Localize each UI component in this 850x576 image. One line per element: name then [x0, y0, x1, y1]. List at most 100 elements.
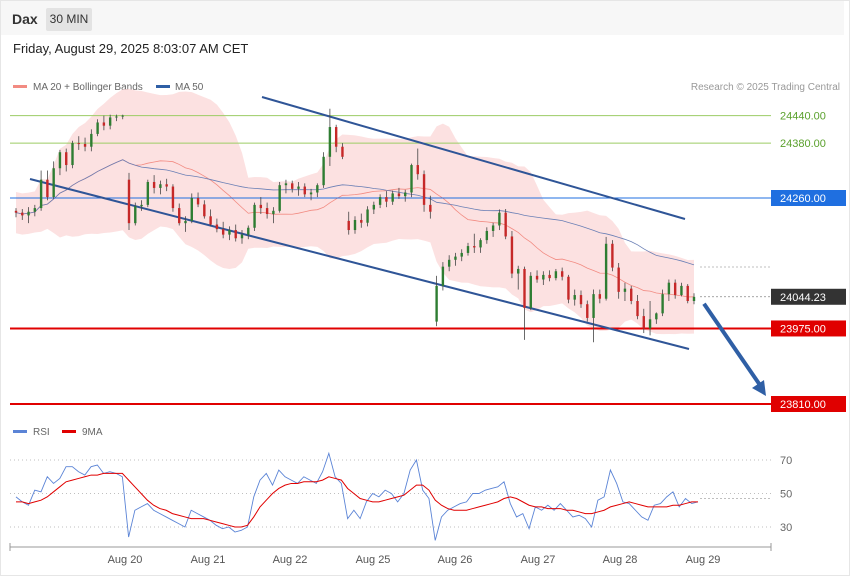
legend-swatch-ma50: [156, 85, 170, 88]
candle-body: [372, 204, 376, 210]
level-tag-4: [771, 320, 846, 337]
candle-body: [152, 181, 156, 188]
level-label-5: 23810.00: [780, 399, 826, 411]
x-tick-label: Aug 28: [603, 554, 638, 566]
datetime-label: Friday, August 29, 2025 8:03:07 AM CET: [13, 41, 249, 56]
candle-body: [604, 243, 608, 299]
rsi-tick-70: 70: [780, 455, 792, 467]
rsi-line: [15, 451, 699, 541]
candle-body: [347, 220, 350, 231]
candle-body: [586, 304, 589, 318]
candle-body: [510, 236, 514, 274]
candle-body: [90, 133, 93, 147]
candle-body: [617, 267, 620, 292]
x-tick-label: Aug 25: [356, 554, 391, 566]
projection-arrow-head: [752, 380, 766, 396]
level-tag-5: [771, 396, 846, 412]
rsi-9ma-line: [16, 472, 698, 528]
candle-body: [391, 193, 394, 202]
candle-body: [397, 193, 401, 197]
level-label-0: 24440.00: [780, 111, 826, 123]
candle-body: [21, 212, 24, 216]
candle-body: [328, 127, 332, 157]
candle-body: [447, 259, 451, 267]
level-label-1: 24380.00: [780, 138, 826, 150]
candle-body: [630, 288, 633, 301]
candle-body: [203, 204, 206, 217]
channel-lower-line: [29, 178, 690, 350]
x-tick-label: Aug 29: [686, 554, 721, 566]
candle-body: [253, 204, 256, 228]
candle-body: [215, 224, 219, 230]
candle-body: [291, 183, 294, 189]
candle-body: [410, 165, 413, 193]
candle-body: [655, 313, 658, 320]
candle-body: [460, 252, 463, 257]
candle-body: [648, 319, 652, 329]
candle-body: [316, 185, 319, 193]
legend-label-9ma: 9MA: [82, 427, 103, 438]
projection-arrow: [702, 302, 766, 396]
level-label-2: 24260.00: [780, 193, 826, 205]
candle-body: [96, 122, 99, 134]
candle-body: [686, 285, 689, 301]
candle-body: [278, 185, 281, 211]
candle-body: [673, 282, 677, 296]
candle-body: [529, 275, 532, 308]
candles: [14, 108, 696, 343]
candle-body: [247, 227, 250, 235]
candle-body: [680, 285, 683, 296]
candle-body: [334, 127, 338, 147]
candle-body: [27, 211, 30, 216]
candle-body: [353, 219, 357, 231]
projection-arrow-shaft: [702, 302, 764, 390]
legend-swatch-9ma: [62, 430, 76, 433]
candle-body: [366, 209, 369, 223]
candle-body: [14, 210, 18, 213]
symbol-label[interactable]: Dax: [12, 11, 38, 27]
bollinger-band-area: [16, 88, 694, 335]
candle-body: [146, 181, 150, 205]
candle-body: [567, 276, 570, 300]
legend-label-ma50: MA 50: [175, 82, 204, 93]
candle-body: [504, 212, 507, 237]
candle-body: [77, 143, 80, 145]
candle-body: [184, 220, 187, 224]
candle-body: [560, 271, 564, 277]
candle-body: [33, 208, 37, 212]
candle-body: [322, 156, 325, 186]
candle-body: [479, 240, 482, 248]
candle-body: [661, 294, 664, 314]
candle-body: [240, 234, 244, 239]
legend-label-rsi: RSI: [33, 427, 50, 438]
candle-body: [159, 184, 162, 188]
top-bar: Dax 30 MIN: [1, 1, 844, 35]
candle-body: [573, 295, 576, 300]
candle-body: [692, 296, 696, 301]
timeframe-button[interactable]: 30 MIN: [46, 8, 92, 31]
candle-body: [454, 256, 457, 260]
level-tag-2: [771, 190, 846, 206]
price-tags: 24440.00 24380.00 24260.00 24044.23 23975.00…: [771, 111, 846, 412]
candle-body: [134, 206, 137, 224]
candle-body: [234, 230, 237, 239]
candle-body: [52, 168, 55, 198]
x-tick-label: Aug 27: [521, 554, 556, 566]
level-label-4: 23975.00: [780, 323, 826, 335]
candle-body: [378, 197, 382, 205]
candle-body: [115, 116, 118, 118]
candle-body: [535, 275, 539, 280]
candle-body: [642, 316, 645, 329]
current-price-label: 24044.23: [780, 292, 826, 304]
x-tick-label: Aug 20: [108, 554, 143, 566]
candle-body: [46, 179, 49, 198]
legend-swatch-ma20: [13, 85, 27, 88]
candle-body: [297, 186, 300, 189]
candle-body: [341, 146, 344, 157]
candle-body: [517, 268, 520, 274]
candle-body: [473, 246, 476, 248]
x-tick-label: Aug 21: [191, 554, 226, 566]
candle-body: [196, 198, 200, 205]
candle-body: [485, 230, 489, 241]
